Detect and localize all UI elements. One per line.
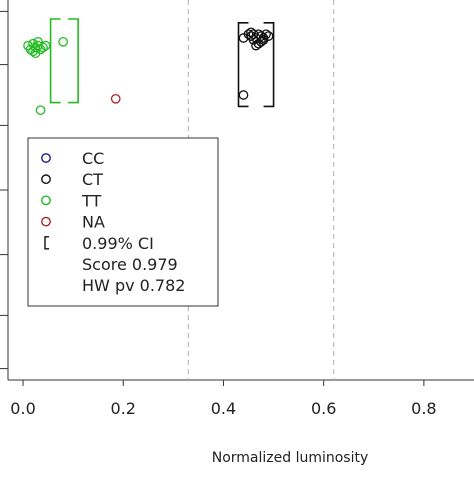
point-tt-10 [30, 48, 41, 59]
point-ct-8 [261, 29, 271, 40]
x-tick-label-4: 0.8 [411, 399, 436, 418]
point-ct-15 [251, 40, 261, 51]
legend-label-cc: CC [82, 149, 104, 168]
ci-bracket-left-0 [49, 18, 61, 104]
x-tick-label-0: 0.0 [10, 399, 35, 418]
data-points [23, 27, 274, 116]
ci-bracket-left-1 [237, 22, 249, 108]
legend-label-ct: CT [82, 170, 103, 189]
legend-label-0-99-ci: 0.99% CI [82, 234, 154, 253]
legend-marker-na [41, 216, 51, 227]
legend-marker-tt [41, 195, 51, 206]
point-ct-1 [243, 29, 254, 40]
point-tt-6 [28, 46, 38, 57]
legend-label-na: NA [82, 213, 105, 232]
point-tt-7 [33, 36, 43, 47]
x-axis-label: Normalized luminosity [212, 450, 369, 466]
legend-marker-ct [41, 174, 51, 185]
axes-group: 0.0 0.2 0.4 0.6 0.8 [0, 0, 474, 418]
legend-label-score-0-979: Score 0.979 [82, 255, 178, 274]
point-tt-11 [58, 36, 68, 47]
x-tick-label-1: 0.2 [111, 399, 136, 418]
legend-marker-0-99-ci [44, 236, 49, 250]
legend-label-tt: TT [81, 191, 101, 210]
point-tt-12 [35, 105, 46, 116]
point-tt-8 [38, 42, 48, 53]
ci-brackets [49, 18, 275, 108]
point-ct-16 [238, 90, 249, 100]
point-ct-14 [258, 35, 269, 45]
x-tick-label-3: 0.6 [311, 399, 336, 418]
x-tick-label-2: 0.4 [211, 399, 236, 418]
legend-marker-cc [41, 153, 51, 163]
point-ct-13 [246, 27, 256, 38]
point-na-0 [110, 93, 121, 104]
ci-bracket-right-0 [68, 18, 79, 104]
ci-bracket-right-1 [263, 22, 275, 108]
legend-box [27, 137, 219, 307]
legend-label-hw-pv-0-782: HW pv 0.782 [82, 276, 185, 295]
legend: CC CT TT NA 0.99% CI Score 0.979 HW pv 0.782 [27, 137, 219, 307]
point-tt-9 [40, 40, 51, 51]
